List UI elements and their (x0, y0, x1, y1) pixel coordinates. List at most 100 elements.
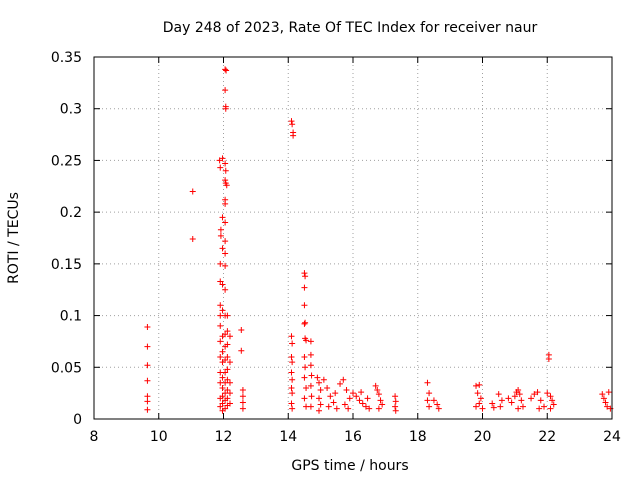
x-tick-label: 12 (215, 429, 233, 445)
data-point (473, 403, 480, 410)
data-point (289, 390, 296, 397)
data-point (434, 401, 441, 408)
data-point (316, 407, 323, 414)
data-point (605, 389, 612, 396)
data-point (219, 393, 226, 400)
y-tick-label: 0.05 (51, 360, 82, 376)
data-point (288, 333, 295, 340)
y-tick-label: 0.2 (60, 205, 82, 221)
data-point (239, 387, 246, 394)
data-point (289, 376, 296, 383)
data-point (477, 395, 484, 402)
data-point (189, 188, 196, 195)
data-point (288, 400, 295, 407)
x-tick-label: 24 (603, 429, 621, 445)
data-point (288, 369, 295, 376)
data-point (222, 66, 229, 73)
data-point (224, 376, 231, 383)
data-point (303, 337, 310, 344)
data-point (301, 270, 308, 277)
data-point (144, 323, 151, 330)
data-point (544, 390, 551, 397)
data-point (547, 393, 554, 400)
data-point (547, 405, 554, 412)
x-tick-label: 20 (474, 429, 492, 445)
data-point (516, 391, 523, 398)
data-point (536, 405, 543, 412)
data-point (364, 395, 371, 402)
data-point (302, 273, 309, 280)
x-tick-label: 16 (344, 429, 362, 445)
data-point (518, 397, 525, 404)
data-point (308, 372, 315, 379)
data-point (219, 245, 226, 252)
data-point (531, 391, 538, 398)
data-point (541, 403, 548, 410)
data-point (144, 406, 151, 413)
data-point (314, 374, 321, 381)
data-point (219, 384, 226, 391)
data-point (392, 398, 399, 405)
data-point (327, 393, 334, 400)
data-point (550, 401, 557, 408)
data-point (217, 278, 224, 285)
data-point (537, 397, 544, 404)
data-point (222, 250, 229, 257)
data-point (495, 391, 502, 398)
data-point (345, 405, 352, 412)
data-point (219, 281, 226, 288)
y-tick-label: 0.1 (60, 309, 82, 325)
y-tick-label: 0.35 (51, 50, 82, 66)
data-point (307, 351, 314, 358)
data-point (289, 405, 296, 412)
y-tick-label: 0.15 (51, 257, 82, 273)
data-point (320, 376, 327, 383)
data-point (366, 405, 373, 412)
data-point (222, 262, 229, 269)
data-point (219, 348, 226, 355)
data-point (490, 404, 497, 411)
data-point (508, 399, 515, 406)
data-point (303, 384, 310, 391)
data-point (217, 226, 224, 233)
data-point (239, 405, 246, 412)
data-point (430, 397, 437, 404)
data-point (317, 387, 324, 394)
data-point (222, 219, 229, 226)
data-point (222, 405, 229, 412)
data-point (515, 405, 522, 412)
data-point (528, 395, 535, 402)
data-point (289, 121, 296, 128)
x-tick-labels: 8 10 12 14 16 18 20 22 24 (90, 429, 621, 445)
data-point (316, 395, 323, 402)
data-point (289, 340, 296, 347)
data-point (219, 400, 226, 407)
data-point (340, 376, 347, 383)
x-tick-label: 22 (538, 429, 556, 445)
data-point (226, 359, 233, 366)
data-point (426, 403, 433, 410)
data-point (330, 399, 337, 406)
data-point (307, 338, 314, 345)
data-point (600, 395, 607, 402)
x-axis-title: GPS time / hours (291, 458, 408, 474)
data-point (219, 307, 226, 314)
data-point (602, 399, 609, 406)
data-point (317, 401, 324, 408)
data-point (301, 395, 308, 402)
x-tick-label: 10 (150, 429, 168, 445)
tick-layer (93, 56, 613, 420)
data-point (474, 390, 481, 397)
y-axis-title: ROTI / TECUs (6, 192, 22, 284)
data-point (307, 403, 314, 410)
data-point (377, 397, 384, 404)
data-point (144, 362, 151, 369)
data-point (476, 400, 483, 407)
data-point (489, 400, 496, 407)
data-point (307, 382, 314, 389)
data-point (226, 400, 233, 407)
y-tick-labels: 0 0.05 0.1 0.15 0.2 0.25 0.3 0.35 (51, 50, 82, 428)
data-point (302, 319, 309, 326)
data-point (350, 390, 356, 397)
